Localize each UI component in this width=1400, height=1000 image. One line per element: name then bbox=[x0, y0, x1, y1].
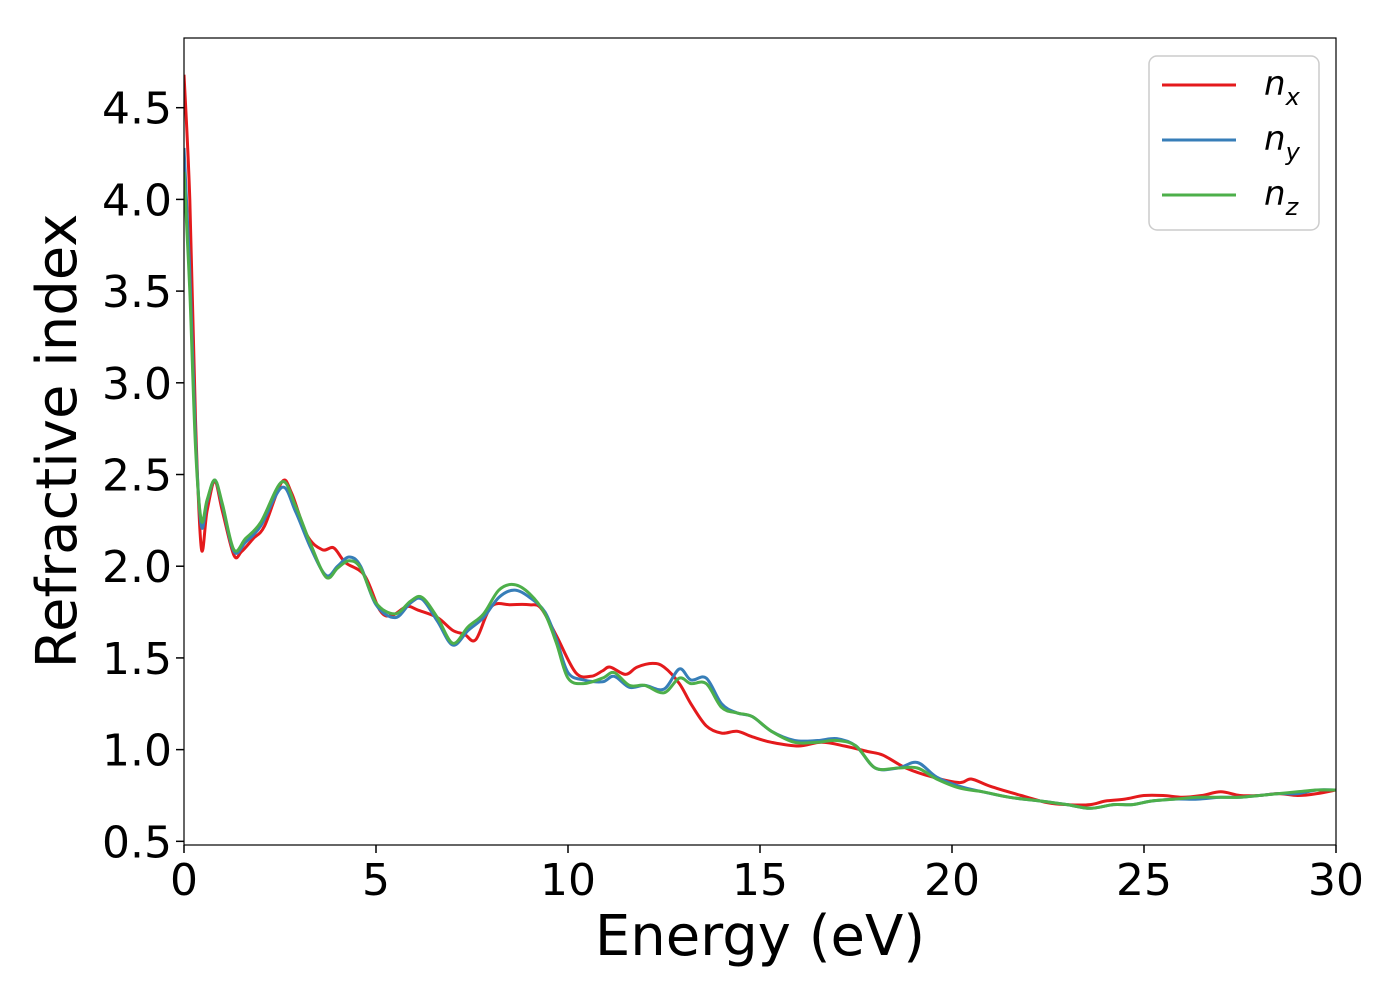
y-axis-ticks: 0.5 1.0 1.5 2.0 2.5 3.0 3.5 4.0 4.5 bbox=[102, 84, 184, 868]
y-tick-label: 3.0 bbox=[102, 359, 172, 410]
y-tick-label: 4.0 bbox=[102, 175, 172, 226]
legend-label-nz: nz bbox=[1264, 174, 1300, 221]
y-tick-label: 1.0 bbox=[102, 726, 172, 777]
legend-label-base: n bbox=[1264, 174, 1286, 214]
legend-label-nx: nx bbox=[1264, 64, 1301, 111]
x-tick-label: 15 bbox=[732, 855, 788, 906]
x-axis-label: Energy (eV) bbox=[595, 904, 925, 969]
x-axis-ticks: 0 5 10 15 20 25 30 bbox=[170, 845, 1364, 906]
y-tick-label: 1.5 bbox=[102, 634, 172, 685]
y-tick-label: 0.5 bbox=[102, 817, 172, 868]
y-tick-label: 3.5 bbox=[102, 267, 172, 318]
y-tick-label: 4.5 bbox=[102, 84, 172, 135]
legend-box bbox=[1148, 55, 1320, 231]
x-tick-label: 20 bbox=[924, 855, 980, 906]
y-tick-label: 2.5 bbox=[102, 451, 172, 502]
legend-label-subscript: x bbox=[1285, 83, 1301, 111]
x-tick-label: 25 bbox=[1116, 855, 1172, 906]
y-tick-label: 2.0 bbox=[102, 542, 172, 593]
series-line-ny bbox=[184, 147, 1336, 810]
series-line-nz bbox=[184, 171, 1336, 810]
legend-label-subscript: z bbox=[1285, 193, 1300, 221]
legend-label-ny: ny bbox=[1264, 119, 1301, 166]
x-tick-label: 30 bbox=[1308, 855, 1364, 906]
x-tick-label: 5 bbox=[362, 855, 390, 906]
legend-label-subscript: y bbox=[1285, 138, 1301, 166]
legend-label-base: n bbox=[1264, 119, 1286, 159]
x-tick-label: 10 bbox=[540, 855, 596, 906]
x-tick-label: 0 bbox=[170, 855, 198, 906]
y-axis-label: Refractive index bbox=[25, 214, 90, 669]
legend-label-base: n bbox=[1264, 64, 1286, 104]
